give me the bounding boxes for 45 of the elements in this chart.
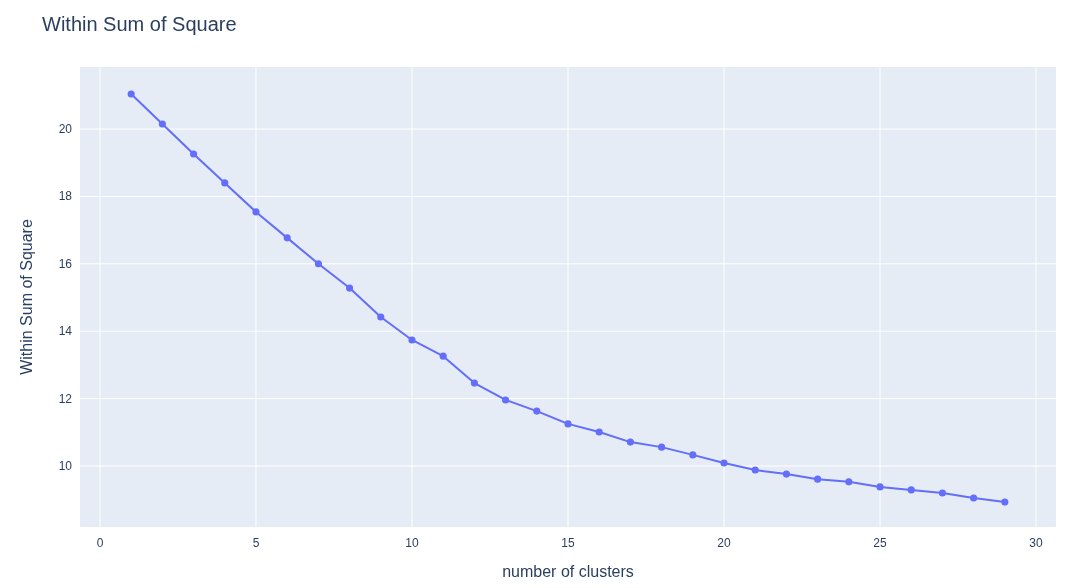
point [751, 466, 759, 474]
x-tick-label: 30 [1029, 536, 1044, 550]
point [595, 428, 603, 436]
y-tick-label: 12 [58, 391, 73, 406]
x-tick-label: 0 [96, 536, 104, 550]
point [564, 420, 572, 428]
point [689, 451, 697, 459]
y-tick-label: 20 [58, 122, 73, 137]
point [283, 234, 291, 242]
x-tick-label: 20 [717, 536, 731, 550]
point [845, 478, 853, 486]
point [907, 486, 915, 494]
x-axis-title: number of clusters [502, 563, 634, 580]
point [876, 483, 884, 491]
point [127, 90, 135, 98]
point [158, 120, 166, 128]
point [970, 494, 978, 502]
point [346, 284, 354, 292]
y-axis-title: Within Sum of Square [18, 219, 35, 375]
point [221, 179, 229, 187]
x-tick-label: 10 [405, 536, 419, 550]
y-tick-label: 16 [58, 256, 73, 271]
x-tick-label: 15 [561, 536, 575, 550]
point [252, 208, 260, 216]
point [314, 260, 322, 268]
y-tick-label: 14 [58, 324, 73, 339]
point [470, 379, 478, 387]
point [190, 150, 198, 158]
point [938, 489, 946, 497]
point [658, 443, 666, 451]
point [720, 459, 728, 467]
point [814, 475, 822, 483]
y-tick-label: 10 [58, 459, 73, 473]
point [626, 438, 634, 446]
point [502, 396, 510, 404]
y-tick-label: 18 [58, 189, 73, 204]
point [377, 313, 385, 321]
point [408, 336, 416, 344]
x-tick-label: 25 [873, 536, 888, 550]
x-tick-label: 5 [252, 536, 260, 550]
point [1001, 498, 1009, 506]
point [439, 352, 447, 360]
chart-title: Within Sum of Square [42, 13, 237, 35]
point [533, 407, 541, 415]
point [782, 470, 790, 478]
